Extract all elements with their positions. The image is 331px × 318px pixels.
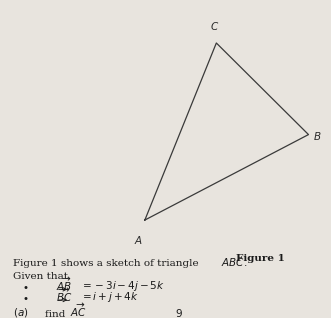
Text: Given that: Given that [13,272,68,281]
Text: $ABC$.: $ABC$. [221,256,247,268]
Text: $= \mathit{i} + \mathit{j} + 4\mathit{k}$: $= \mathit{i} + \mathit{j} + 4\mathit{k}… [80,290,139,304]
Text: •: • [23,283,28,293]
Text: $\overrightarrow{AB}$: $\overrightarrow{AB}$ [56,276,72,293]
Text: Figure 1 shows a sketch of triangle: Figure 1 shows a sketch of triangle [13,259,202,268]
Text: •: • [23,294,28,304]
Text: $\overrightarrow{AC}$: $\overrightarrow{AC}$ [70,301,87,318]
Text: $C$: $C$ [210,20,219,32]
Text: $B$: $B$ [313,130,322,142]
Text: $= -3\mathit{i} - 4\mathit{j} - 5\mathit{k}$: $= -3\mathit{i} - 4\mathit{j} - 5\mathit… [80,279,165,293]
Text: find: find [45,310,69,318]
Text: $A$: $A$ [134,234,143,246]
Text: Figure 1: Figure 1 [236,254,285,263]
Text: $\overrightarrow{BC}$: $\overrightarrow{BC}$ [56,286,72,304]
Text: 9: 9 [175,309,181,318]
Text: $(\mathit{a})$: $(\mathit{a})$ [13,306,28,318]
